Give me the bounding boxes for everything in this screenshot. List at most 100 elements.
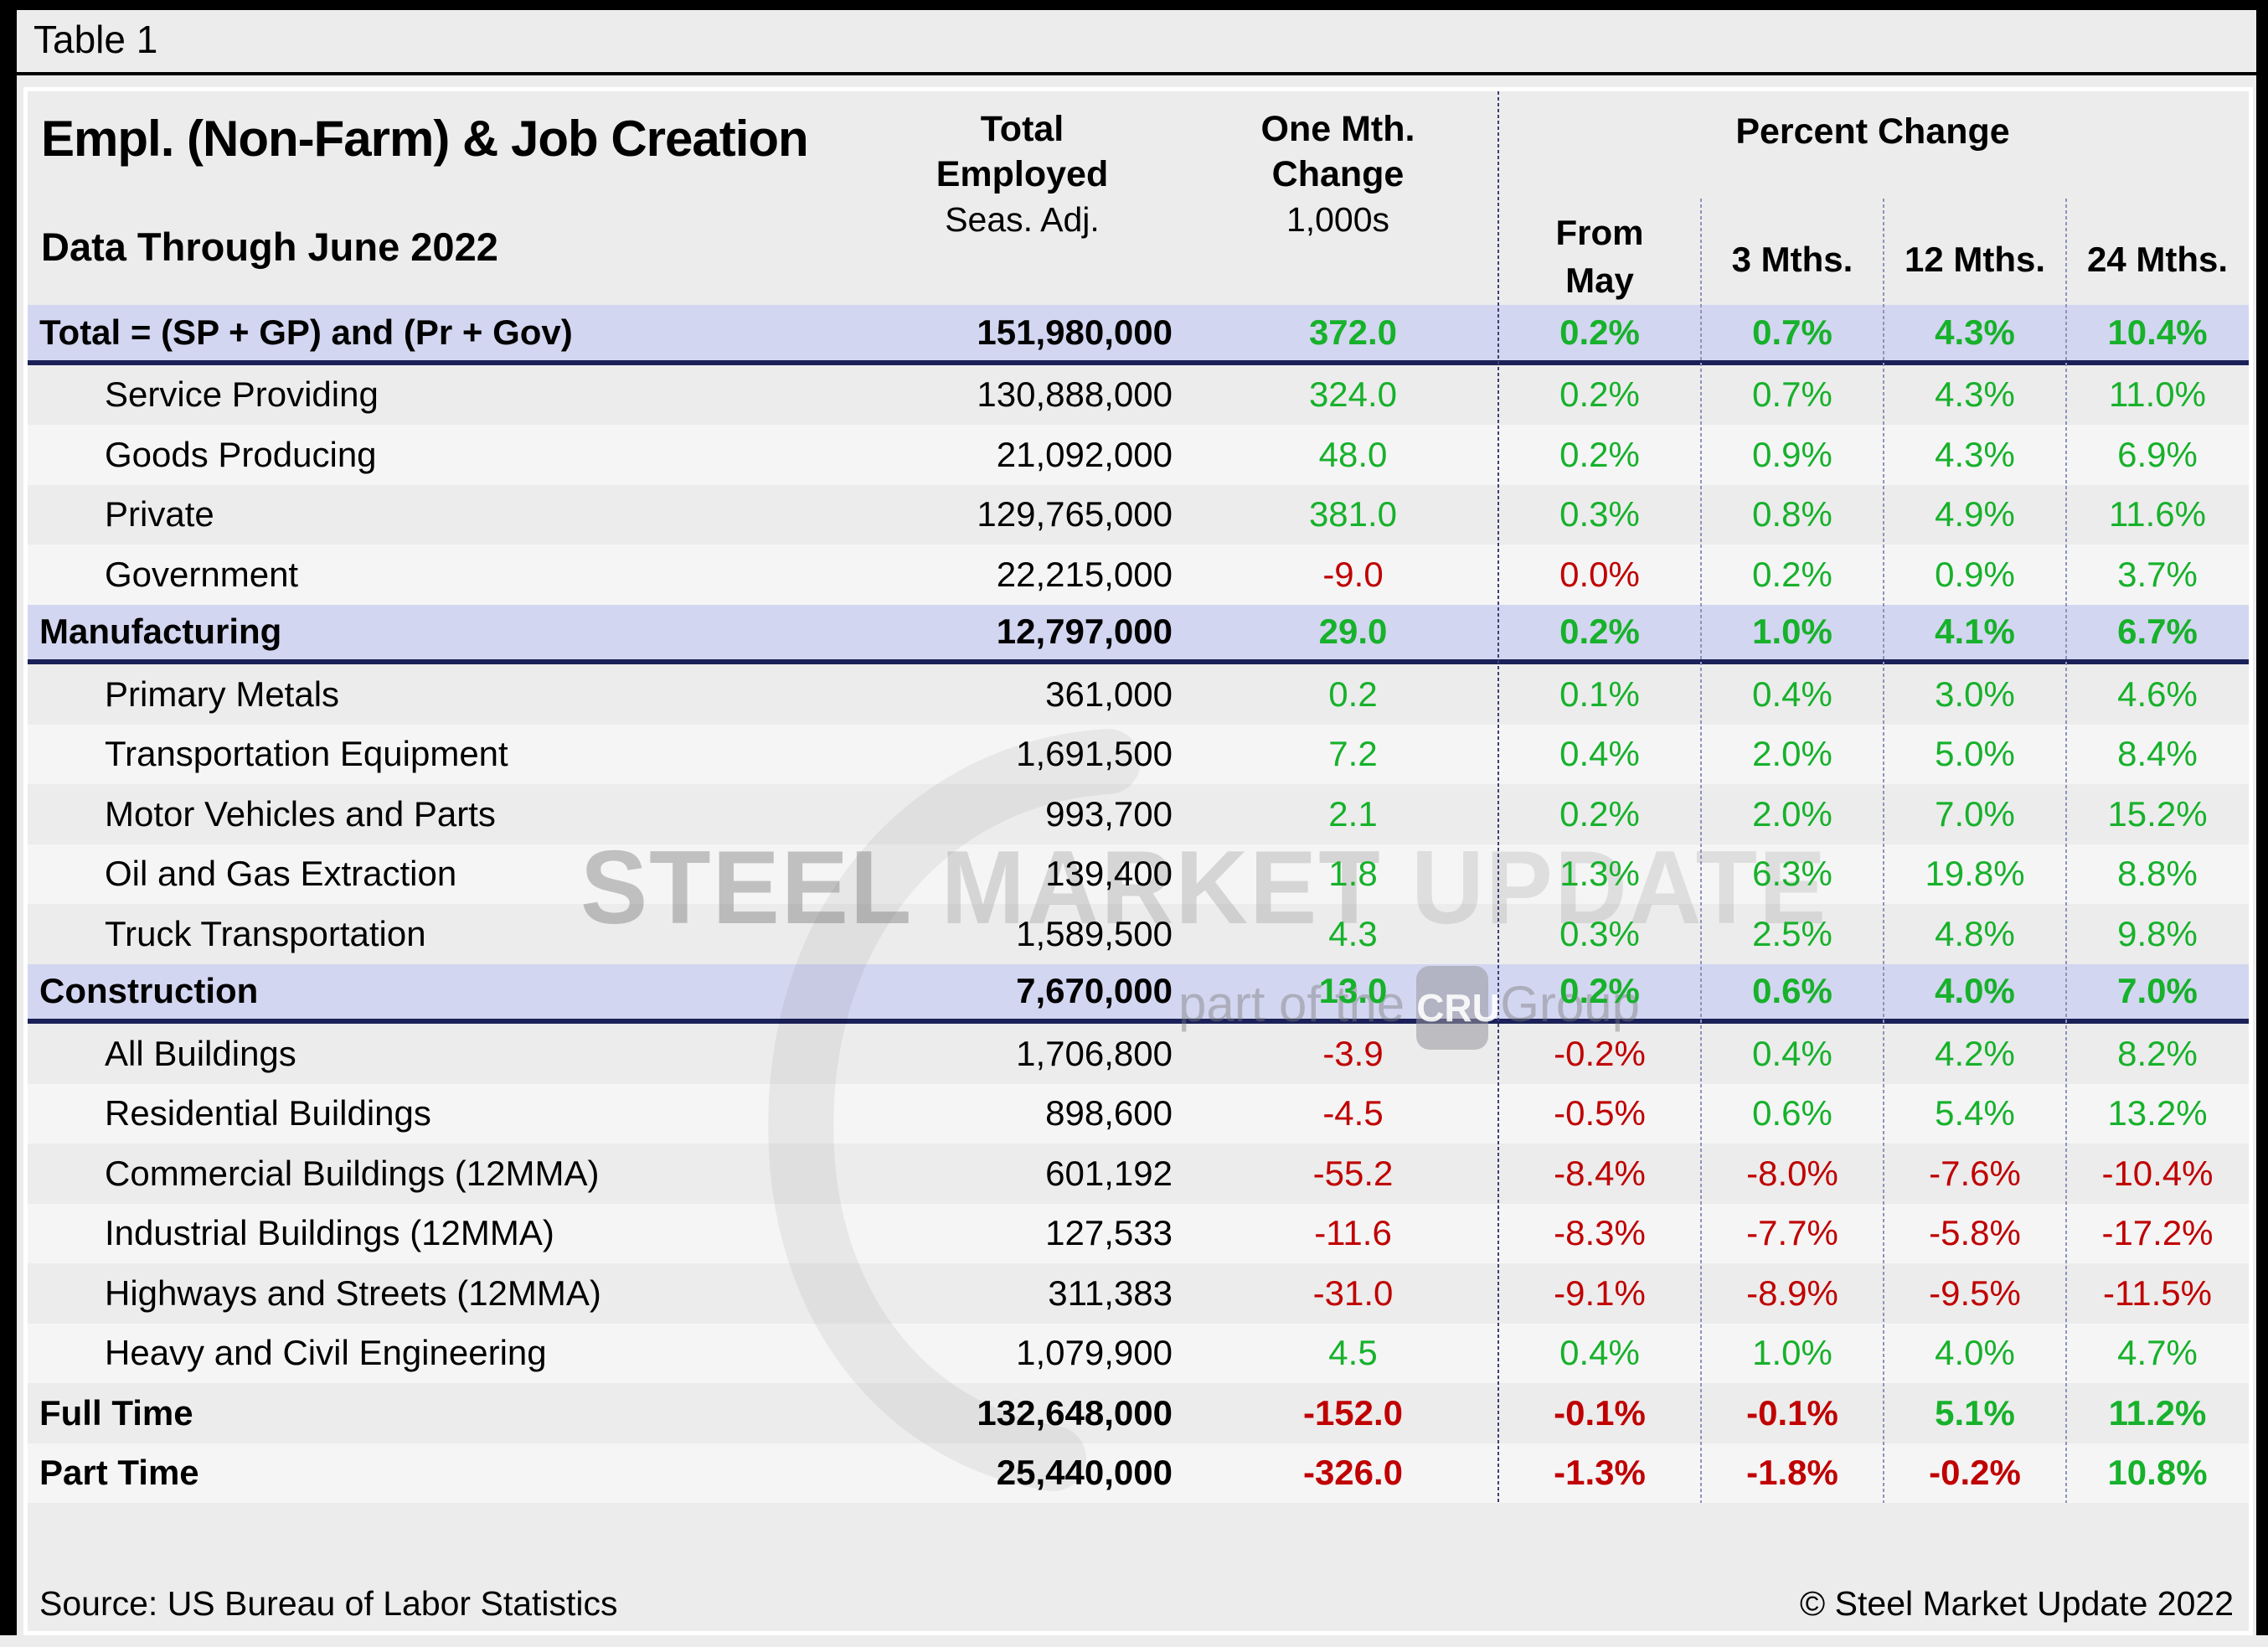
cell-pct-24-months: 3.7% <box>2117 554 2198 594</box>
cell-pct-from-may: -9.1% <box>1554 1273 1646 1313</box>
row-label: Commercial Buildings (12MMA) <box>105 1153 600 1193</box>
cell-pct-3-months: 1.0% <box>1752 612 1832 652</box>
cell-pct-from-may: 0.2% <box>1559 312 1640 352</box>
row-label: Goods Producing <box>105 434 377 474</box>
table-rows: Total = (SP + GP) and (Pr + Gov) 151,980,… <box>28 305 2249 1503</box>
cell-pct-24-months: 11.0% <box>2109 374 2206 415</box>
copyright-note: © Steel Market Update 2022 <box>1800 1584 2234 1623</box>
cell-pct-24-months: 6.7% <box>2117 612 2198 652</box>
cell-pct-3-months: 2.0% <box>1752 793 1832 834</box>
cell-pct-3-months: 1.0% <box>1752 1333 1832 1373</box>
cell-pct-from-may: 0.1% <box>1559 674 1640 714</box>
subcolumn-header-3-mths-: 3 Mths. <box>1731 240 1853 279</box>
column-divider <box>1883 199 1884 1503</box>
cell-pct-12-months: 5.1% <box>1935 1392 2015 1433</box>
table-row: Government 22,215,000 -9.0 0.0% 0.2% 0.9% 3.7% <box>28 545 2249 605</box>
row-label: Primary Metals <box>105 674 340 714</box>
cell-pct-3-months: -1.8% <box>1746 1453 1838 1493</box>
page-border-top <box>0 0 2268 10</box>
cell-pct-12-months: 4.2% <box>1935 1033 2015 1073</box>
table-row: Part Time 25,440,000 -326.0 -1.3% -1.8% -0.2%… <box>28 1443 2249 1503</box>
cell-one-month-change: 324.0 <box>1308 374 1398 415</box>
cell-pct-12-months: 19.8% <box>1925 854 2025 894</box>
cell-pct-24-months: 6.9% <box>2117 434 2198 474</box>
report-subtitle: Data Through June 2022 <box>41 225 498 269</box>
cell-one-month-change: 0.2 <box>1328 674 1378 714</box>
table-row: Truck Transportation 1,589,500 4.3 0.3% 2.5%… <box>28 904 2249 964</box>
table-box: STEEL MARKET UPDATE part of the CRUGroup … <box>23 87 2253 1635</box>
row-label: Part Time <box>39 1453 199 1493</box>
cell-one-month-change: 372.0 <box>1308 312 1398 352</box>
cell-total-employed: 129,765,000 <box>977 494 1173 534</box>
cell-pct-3-months: -0.1% <box>1746 1392 1838 1433</box>
cell-pct-24-months: 4.7% <box>2117 1333 2198 1373</box>
cell-pct-from-may: -0.1% <box>1554 1392 1646 1433</box>
page-border-left <box>0 0 17 1635</box>
cell-pct-24-months: 4.6% <box>2117 674 2198 714</box>
row-label: Highways and Streets (12MMA) <box>105 1273 601 1313</box>
cell-one-month-change: 7.2 <box>1328 734 1378 774</box>
cell-one-month-change: -9.0 <box>1322 554 1384 594</box>
column-divider <box>1700 199 1702 1503</box>
cell-total-employed: 1,589,500 <box>1016 913 1173 953</box>
row-label: Heavy and Civil Engineering <box>105 1333 547 1373</box>
table-row: Motor Vehicles and Parts 993,700 2.1 0.2% 2.… <box>28 784 2249 844</box>
cell-pct-3-months: 2.0% <box>1752 734 1832 774</box>
cell-pct-12-months: 5.0% <box>1935 734 2015 774</box>
cell-pct-3-months: 0.6% <box>1752 1093 1832 1133</box>
cell-pct-12-months: 4.3% <box>1935 374 2015 415</box>
cell-pct-3-months: 0.2% <box>1752 554 1832 594</box>
cell-total-employed: 22,215,000 <box>996 554 1173 594</box>
cell-pct-3-months: 0.8% <box>1752 494 1832 534</box>
cell-total-employed: 993,700 <box>1045 793 1173 834</box>
cell-pct-from-may: -8.3% <box>1554 1213 1646 1253</box>
cell-total-employed: 139,400 <box>1045 854 1173 894</box>
table-row: Oil and Gas Extraction 139,400 1.8 1.3% 6.3%… <box>28 844 2249 904</box>
cell-pct-3-months: 0.7% <box>1752 374 1832 415</box>
row-label: Residential Buildings <box>105 1093 431 1133</box>
table-row: Primary Metals 361,000 0.2 0.1% 0.4% 3.0% 4.6% <box>28 664 2249 725</box>
cell-pct-12-months: 4.1% <box>1935 612 2015 652</box>
row-label: Government <box>105 554 299 594</box>
cell-pct-3-months: 0.7% <box>1752 312 1832 352</box>
cell-one-month-change: 48.0 <box>1318 434 1388 474</box>
cell-total-employed: 21,092,000 <box>996 434 1173 474</box>
cell-pct-3-months: 2.5% <box>1752 913 1832 953</box>
cell-pct-from-may: 0.3% <box>1559 494 1640 534</box>
table-row: Construction 7,670,000 13.0 0.2% 0.6% 4.0% 7.0… <box>28 963 2249 1024</box>
cell-pct-12-months: 7.0% <box>1935 793 2015 834</box>
cell-pct-from-may: -8.4% <box>1554 1153 1646 1193</box>
cell-one-month-change: 381.0 <box>1308 494 1398 534</box>
cell-pct-from-may: -1.3% <box>1554 1453 1646 1493</box>
cell-pct-from-may: 0.0% <box>1559 554 1640 594</box>
cell-pct-12-months: -0.2% <box>1929 1453 2021 1493</box>
cell-one-month-change: 1.8 <box>1328 854 1378 894</box>
cell-pct-24-months: 15.2% <box>2107 793 2208 834</box>
cell-pct-3-months: 0.4% <box>1752 1033 1832 1073</box>
cell-pct-from-may: -0.5% <box>1554 1093 1646 1133</box>
cell-pct-24-months: -10.4% <box>2101 1153 2214 1193</box>
cell-total-employed: 25,440,000 <box>996 1453 1173 1493</box>
cell-one-month-change: 4.3 <box>1328 913 1378 953</box>
cell-pct-from-may: -0.2% <box>1554 1033 1646 1073</box>
row-label: Private <box>105 494 214 534</box>
report-title: Empl. (Non-Farm) & Job Creation <box>41 111 809 167</box>
cell-pct-from-may: 0.2% <box>1559 793 1640 834</box>
table-row: All Buildings 1,706,800 -3.9 -0.2% 0.4% 4.2% 8… <box>28 1024 2249 1084</box>
cell-pct-3-months: -7.7% <box>1746 1213 1838 1253</box>
table-row: Commercial Buildings (12MMA) 601,192 -55.2… <box>28 1144 2249 1204</box>
subcolumn-header-from-may: From May <box>1555 213 1644 300</box>
cell-total-employed: 151,980,000 <box>977 312 1173 352</box>
cell-total-employed: 12,797,000 <box>996 612 1173 652</box>
cell-pct-from-may: 0.2% <box>1559 612 1640 652</box>
row-label: Transportation Equipment <box>105 734 508 774</box>
cell-one-month-change: 13.0 <box>1318 971 1388 1011</box>
cell-pct-24-months: 10.8% <box>2107 1453 2208 1493</box>
cell-one-month-change: 4.5 <box>1328 1333 1378 1373</box>
cell-pct-3-months: 0.4% <box>1752 674 1832 714</box>
cell-total-employed: 1,691,500 <box>1016 734 1173 774</box>
table-row: Residential Buildings 898,600 -4.5 -0.5% 0.6… <box>28 1083 2249 1144</box>
cell-pct-12-months: 4.3% <box>1935 312 2015 352</box>
cell-pct-from-may: 0.4% <box>1559 734 1640 774</box>
